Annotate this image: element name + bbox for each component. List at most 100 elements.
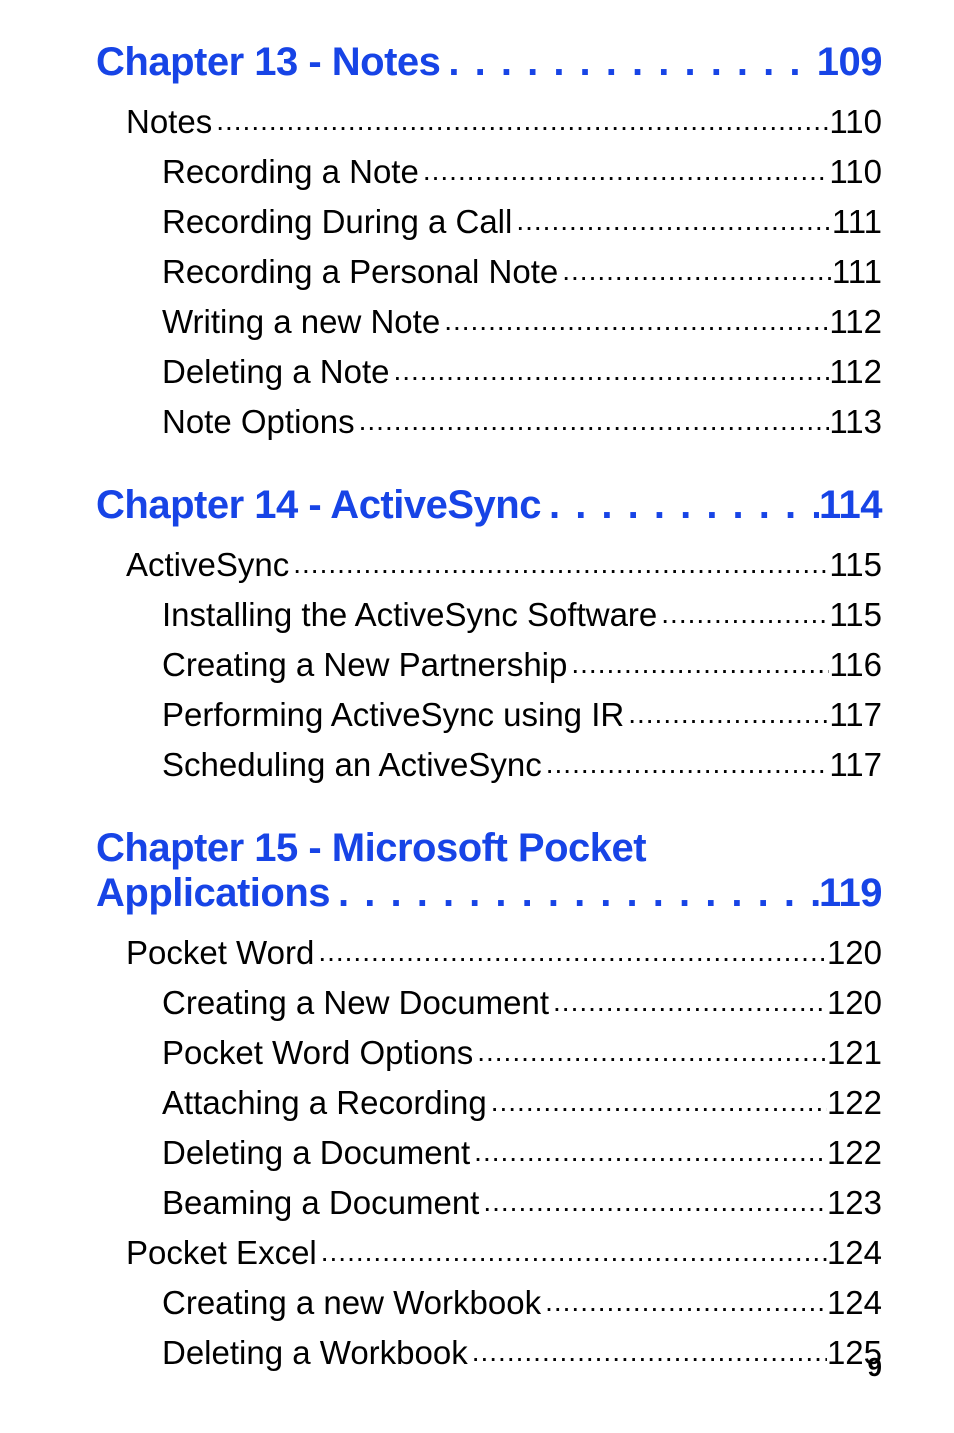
chapter-heading-line1: Chapter 15 - Microsoft Pocket	[96, 826, 882, 871]
toc-subsection[interactable]: Deleting a Document ....................…	[96, 1134, 882, 1172]
chapter-heading-text: Chapter 13 - Notes	[96, 40, 440, 85]
leader-dots: ........................................…	[542, 748, 830, 780]
toc-entry-page: 122	[827, 1134, 882, 1172]
toc-subsection[interactable]: Deleting a Workbook ....................…	[96, 1334, 882, 1372]
leader-dots: ........................................…	[558, 255, 832, 287]
leader-dots: ........................................…	[512, 205, 831, 237]
leader-dots: ........................................…	[567, 648, 829, 680]
leader-dots: ........................................…	[541, 1286, 827, 1318]
toc-entry-page: 113	[829, 403, 882, 441]
leader-dots: ........................................…	[317, 1236, 827, 1268]
chapter-heading[interactable]: Chapter 13 - Notes . . . . . . . . . . .…	[96, 40, 882, 85]
leader-dots: ........................................…	[624, 698, 829, 730]
toc-entry-text: Pocket Excel	[126, 1234, 317, 1272]
toc-entry-text: Creating a New Document	[162, 984, 549, 1022]
leader-dots: ........................................…	[549, 986, 827, 1018]
chapter-heading-page: 109	[817, 40, 882, 85]
toc-entry-page: 117	[829, 696, 882, 734]
toc-section[interactable]: ActiveSync .............................…	[96, 546, 882, 584]
toc-entry-text: Pocket Word Options	[162, 1034, 473, 1072]
chapter-heading-page: 119	[819, 871, 882, 916]
toc-entry-text: Attaching a Recording	[162, 1084, 487, 1122]
leader-dots: ........................................…	[419, 155, 830, 187]
leader-dots: ........................................…	[487, 1086, 827, 1118]
toc-subsection[interactable]: Attaching a Recording ..................…	[96, 1084, 882, 1122]
leader-dots: ........................................…	[212, 105, 829, 137]
toc-subsection[interactable]: Installing the ActiveSync Software .....…	[96, 596, 882, 634]
toc-entry-page: 124	[827, 1234, 882, 1272]
leader-dots: ........................................…	[468, 1336, 827, 1368]
leader-dots: ........................................…	[389, 355, 829, 387]
toc-entry-page: 112	[829, 353, 882, 391]
chapter-heading-text: Chapter 14 - ActiveSync	[96, 483, 541, 528]
leader-dots: . . . . . . . . . . . . . . . . . . . . …	[440, 40, 816, 85]
toc-entry-text: Recording a Personal Note	[162, 253, 558, 291]
toc-entry-text: ActiveSync	[126, 546, 289, 584]
toc-entry-text: Creating a New Partnership	[162, 646, 567, 684]
toc-entry-text: Performing ActiveSync using IR	[162, 696, 624, 734]
toc-subsection[interactable]: Deleting a Note ........................…	[96, 353, 882, 391]
toc-entry-text: Note Options	[162, 403, 355, 441]
toc-entry-text: Beaming a Document	[162, 1184, 479, 1222]
toc-entry-page: 110	[829, 103, 882, 141]
toc-entry-page: 123	[827, 1184, 882, 1222]
leader-dots: . . . . . . . . . . . . . . . . . . . . …	[541, 483, 819, 528]
toc-section[interactable]: Pocket Word ............................…	[96, 934, 882, 972]
leader-dots: . . . . . . . . . . . . . . . . . . . . …	[330, 871, 819, 916]
leader-dots: ........................................…	[473, 1036, 827, 1068]
table-of-contents: Chapter 13 - Notes . . . . . . . . . . .…	[96, 40, 882, 1372]
chapter-block: Chapter 13 - Notes . . . . . . . . . . .…	[96, 40, 882, 441]
toc-subsection[interactable]: Creating a new Workbook ................…	[96, 1284, 882, 1322]
toc-subsection[interactable]: Beaming a Document .....................…	[96, 1184, 882, 1222]
toc-entry-text: Scheduling an ActiveSync	[162, 746, 542, 784]
toc-entry-page: 117	[829, 746, 882, 784]
toc-subsection[interactable]: Scheduling an ActiveSync ...............…	[96, 746, 882, 784]
chapter-heading-page: 114	[819, 483, 882, 528]
toc-entry-text: Recording a Note	[162, 153, 419, 191]
toc-entry-text: Creating a new Workbook	[162, 1284, 541, 1322]
toc-entry-page: 115	[829, 596, 882, 634]
toc-entry-page: 121	[827, 1034, 882, 1072]
leader-dots: ........................................…	[470, 1136, 827, 1168]
toc-section[interactable]: Notes ..................................…	[96, 103, 882, 141]
leader-dots: ........................................…	[289, 548, 829, 580]
chapter-heading-text: Applications	[96, 871, 330, 916]
toc-entry-page: 124	[827, 1284, 882, 1322]
toc-entry-text: Writing a new Note	[162, 303, 440, 341]
toc-subsection[interactable]: Creating a New Document ................…	[96, 984, 882, 1022]
leader-dots: ........................................…	[479, 1186, 827, 1218]
toc-subsection[interactable]: Recording During a Call ................…	[96, 203, 882, 241]
toc-entry-page: 120	[827, 984, 882, 1022]
toc-entry-page: 111	[832, 253, 882, 291]
toc-entry-page: 116	[829, 646, 882, 684]
leader-dots: ........................................…	[440, 305, 829, 337]
chapter-heading[interactable]: Chapter 15 - Microsoft PocketApplication…	[96, 826, 882, 916]
toc-entry-text: Installing the ActiveSync Software	[162, 596, 657, 634]
toc-section[interactable]: Pocket Excel ...........................…	[96, 1234, 882, 1272]
leader-dots: ........................................…	[657, 598, 829, 630]
toc-entry-text: Deleting a Note	[162, 353, 389, 391]
toc-subsection[interactable]: Creating a New Partnership .............…	[96, 646, 882, 684]
page-number: 9	[868, 1352, 882, 1383]
toc-entry-page: 120	[827, 934, 882, 972]
toc-subsection[interactable]: Recording a Personal Note ..............…	[96, 253, 882, 291]
toc-entry-page: 110	[829, 153, 882, 191]
chapter-block: Chapter 14 - ActiveSync . . . . . . . . …	[96, 483, 882, 784]
toc-entry-text: Deleting a Workbook	[162, 1334, 468, 1372]
toc-subsection[interactable]: Performing ActiveSync using IR .........…	[96, 696, 882, 734]
chapter-heading-line2: Applications. . . . . . . . . . . . . . …	[96, 871, 882, 916]
toc-entry-text: Recording During a Call	[162, 203, 512, 241]
toc-subsection[interactable]: Writing a new Note .....................…	[96, 303, 882, 341]
toc-entry-page: 111	[832, 203, 882, 241]
leader-dots: ........................................…	[314, 936, 827, 968]
leader-dots: ........................................…	[355, 405, 830, 437]
toc-subsection[interactable]: Pocket Word Options ....................…	[96, 1034, 882, 1072]
chapter-block: Chapter 15 - Microsoft PocketApplication…	[96, 826, 882, 1372]
toc-subsection[interactable]: Note Options ...........................…	[96, 403, 882, 441]
toc-entry-text: Pocket Word	[126, 934, 314, 972]
toc-subsection[interactable]: Recording a Note .......................…	[96, 153, 882, 191]
chapter-heading[interactable]: Chapter 14 - ActiveSync . . . . . . . . …	[96, 483, 882, 528]
toc-entry-text: Notes	[126, 103, 212, 141]
toc-entry-page: 112	[829, 303, 882, 341]
toc-entry-text: Deleting a Document	[162, 1134, 470, 1172]
